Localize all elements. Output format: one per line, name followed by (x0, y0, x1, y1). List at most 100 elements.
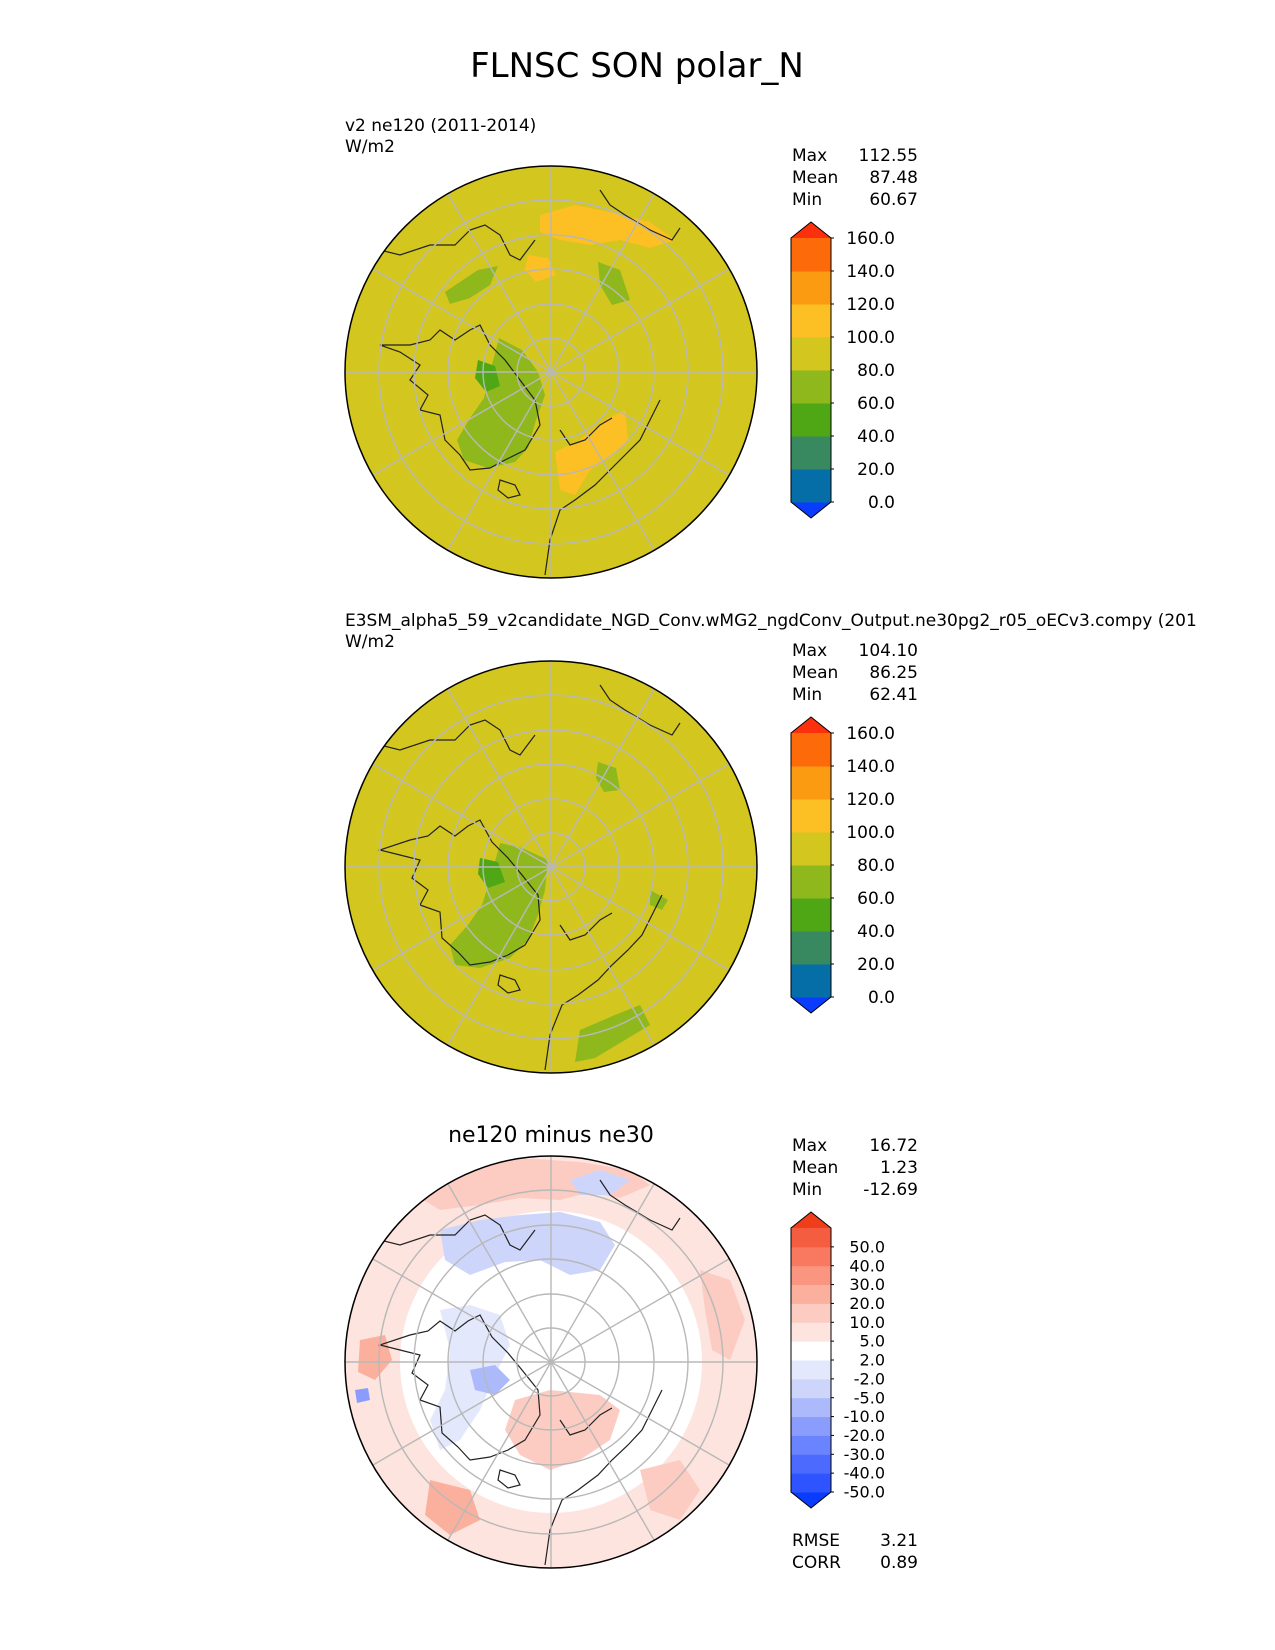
colorbar-segment (791, 1265, 831, 1286)
panel-3-stats: Max Mean Min 16.72 1.23 -12.69 (792, 1136, 918, 1200)
colorbar-tick-label: 120.0 (846, 790, 895, 810)
panel-2: E3SM_alpha5_59_v2candidate_NGD_Conv.wMG2… (344, 611, 1197, 1074)
map-3-graticule (345, 1156, 757, 1568)
colorbar-segment (791, 271, 831, 305)
colorbar-tick-label: 160.0 (846, 229, 895, 249)
colorbar-segment (791, 1473, 831, 1493)
colorbar-2: 0.0 20.0 40.0 60.0 80.0 100.0 120.0 140.0 160.0 (790, 716, 895, 1014)
colorbar-tick-label: 20.0 (857, 955, 895, 975)
colorbar-tick-label: 80.0 (857, 361, 895, 381)
stat-label: Max (792, 1136, 827, 1156)
map-1-orange-region-2 (555, 410, 628, 495)
panel-2-units: W/m2 (345, 632, 395, 652)
map-2-coast-2 (544, 894, 663, 1071)
colorbar-tick-label: -40.0 (844, 1464, 885, 1483)
map-2-graticule (345, 661, 757, 1073)
colorbar-segment (791, 1397, 831, 1418)
map-3-blue-region (440, 1212, 615, 1275)
colorbar-tick-label: 40.0 (857, 427, 895, 447)
colorbar-tick-label: 20.0 (849, 1294, 885, 1313)
metric-label: CORR (792, 1553, 841, 1573)
map-3 (345, 1156, 757, 1568)
panel-3-title: ne120 minus ne30 (448, 1123, 654, 1148)
colorbar-segment (791, 931, 831, 965)
map-1-border (344, 165, 758, 579)
colorbar-segment (791, 1416, 831, 1436)
map-2-border (344, 660, 758, 1074)
colorbar-segment (791, 733, 831, 767)
colorbar-tick-label: 20.0 (857, 460, 895, 480)
colorbar-segment (791, 403, 831, 437)
map-1-coast-2 (544, 399, 661, 576)
map-1-orange-region-3 (525, 255, 556, 282)
map-3-pink-bl (425, 1480, 480, 1535)
stat-value: 1.23 (880, 1158, 918, 1178)
panel-2-stats: Max Mean Min 104.10 86.25 62.41 (792, 641, 918, 705)
colorbar-tick-label: -10.0 (844, 1407, 885, 1426)
stat-value: 86.25 (869, 663, 918, 683)
colorbar-tick-label: 100.0 (846, 823, 895, 843)
colorbar-tick-label: 40.0 (849, 1256, 885, 1275)
map-3-coast-1 (377, 1314, 541, 1461)
map-3-coast-3 (379, 1214, 536, 1251)
colorbar-segment (791, 1284, 831, 1304)
colorbar-tick-label: 0.0 (868, 988, 895, 1008)
colorbar-tick-label: -50.0 (844, 1483, 885, 1502)
stat-value: 87.48 (869, 168, 918, 188)
stat-value: 112.55 (859, 146, 918, 166)
map-2-island (497, 974, 521, 994)
map-2 (345, 661, 757, 1073)
colorbar-segment (791, 799, 831, 833)
colorbar-tick-label: -20.0 (844, 1426, 885, 1445)
colorbar-tick-label: 60.0 (857, 889, 895, 909)
colorbar-bottom-extend (791, 1492, 831, 1508)
metric-value: 3.21 (880, 1531, 918, 1551)
colorbar-segment (791, 1360, 831, 1380)
colorbar-tick-label: 2.0 (860, 1351, 885, 1370)
figure-title: FLNSC SON polar_N (470, 46, 804, 86)
map-1-coast-1 (379, 324, 541, 471)
colorbar-segment (791, 1246, 831, 1267)
colorbar-segment (791, 1454, 831, 1474)
stat-label: Min (792, 1180, 822, 1200)
map-1-coast-3 (379, 224, 536, 261)
map-3-island (497, 1469, 521, 1489)
map-2-coast-3 (379, 719, 536, 756)
colorbar-tick-label: -5.0 (854, 1388, 885, 1407)
colorbar-segment (791, 1228, 831, 1248)
map-1-graticule (345, 166, 757, 578)
colorbar-segment (791, 469, 831, 503)
map-3-pink-right (700, 1270, 745, 1360)
colorbar-tick-label: 0.0 (868, 493, 895, 513)
colorbar-top-extend (791, 222, 831, 238)
stat-label: Mean (792, 1158, 838, 1178)
stat-label: Min (792, 685, 822, 705)
colorbar-tick-label: 160.0 (846, 724, 895, 744)
colorbar-segment (791, 898, 831, 932)
colorbar-segment (791, 1341, 831, 1361)
map-1-green-region-4 (598, 262, 630, 305)
panel-1: v2 ne120 (2011-2014) W/m2 (344, 116, 918, 579)
colorbar-bottom-extend (791, 502, 831, 518)
metric-value: 0.89 (880, 1553, 918, 1573)
colorbar-top-extend (791, 1212, 831, 1228)
map-1-green-region-2 (475, 360, 500, 392)
map-3-blue-region-4 (355, 1388, 370, 1403)
metric-label: RMSE (792, 1531, 840, 1551)
panel-1-title: v2 ne120 (2011-2014) (345, 116, 536, 136)
colorbar-segment (791, 865, 831, 899)
stat-label: Max (792, 146, 827, 166)
map-2-green-region-3 (596, 762, 620, 792)
map-1-coast-5 (559, 417, 613, 446)
colorbar-segment (791, 304, 831, 338)
colorbar-tick-label: 50.0 (849, 1237, 885, 1256)
panel-1-stats: Max Mean Min 112.55 87.48 60.67 (792, 146, 918, 210)
colorbar-segment (791, 964, 831, 998)
colorbar-tick-label: 80.0 (857, 856, 895, 876)
colorbar-segment (791, 766, 831, 800)
colorbar-bottom-extend (791, 997, 831, 1013)
colorbar-segment (791, 436, 831, 470)
map-3-coast-5 (559, 1407, 613, 1436)
colorbar-tick-label: 5.0 (860, 1332, 885, 1351)
